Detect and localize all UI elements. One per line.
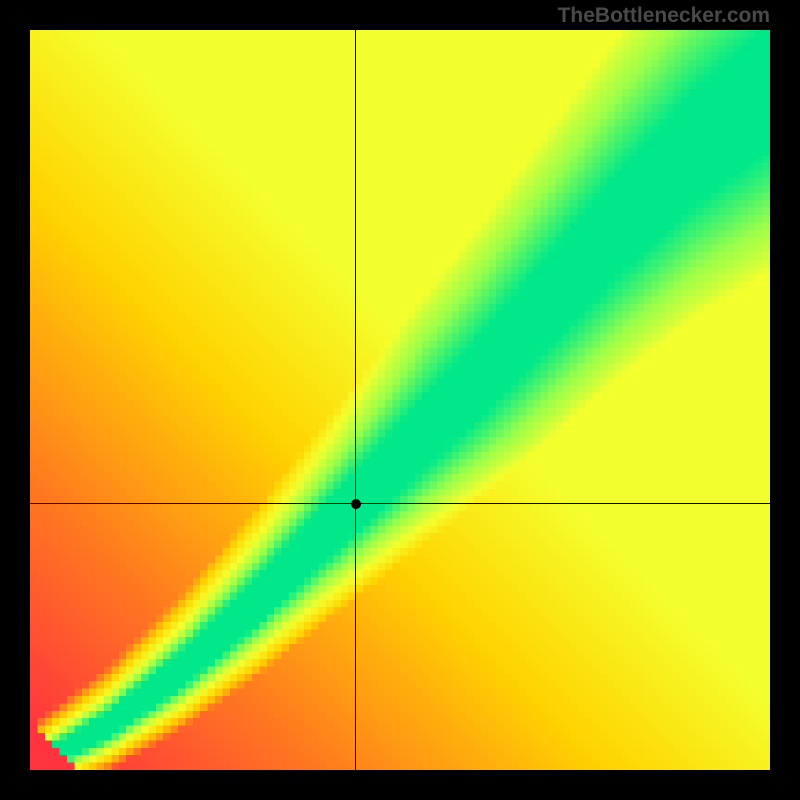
- crosshair-vertical: [355, 30, 356, 770]
- bottleneck-heatmap: [30, 30, 770, 770]
- crosshair-horizontal: [30, 503, 770, 504]
- crosshair-dot: [351, 499, 361, 509]
- source-watermark: TheBottlenecker.com: [558, 4, 770, 28]
- chart-container: TheBottlenecker.com: [0, 0, 800, 800]
